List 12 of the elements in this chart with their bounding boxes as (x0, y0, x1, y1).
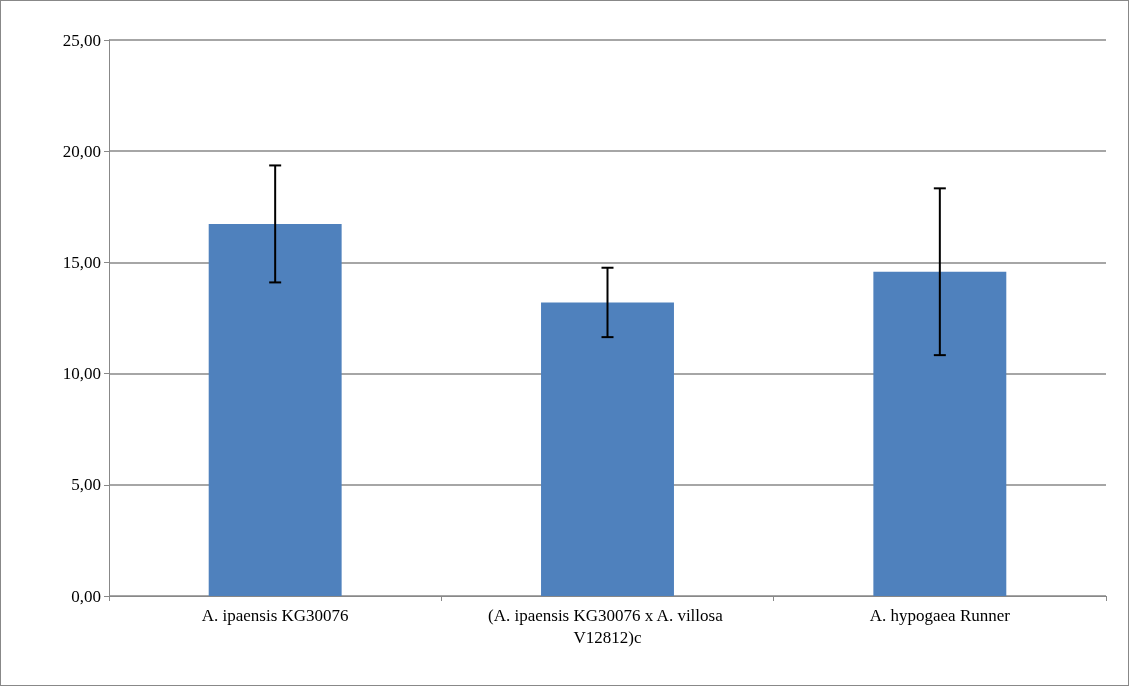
y-tick-label: 15,00 (62, 252, 101, 272)
y-tick-label: 20,00 (62, 141, 101, 161)
x-tick-label: A. ipaensis KG30076 (201, 605, 349, 625)
bar (873, 271, 1007, 596)
x-tick-label: A. hypogaea Runner (869, 605, 1011, 625)
bar (208, 223, 342, 596)
y-tick-label: 10,00 (62, 364, 101, 384)
y-tick-label: 0,00 (71, 586, 101, 606)
y-tick-label: 25,00 (62, 30, 101, 50)
y-tick-label: 5,00 (71, 475, 101, 495)
bar (541, 302, 674, 596)
x-tick-label: (A. ipaensis KG30076 x A. villosa V12812)c (488, 605, 727, 647)
